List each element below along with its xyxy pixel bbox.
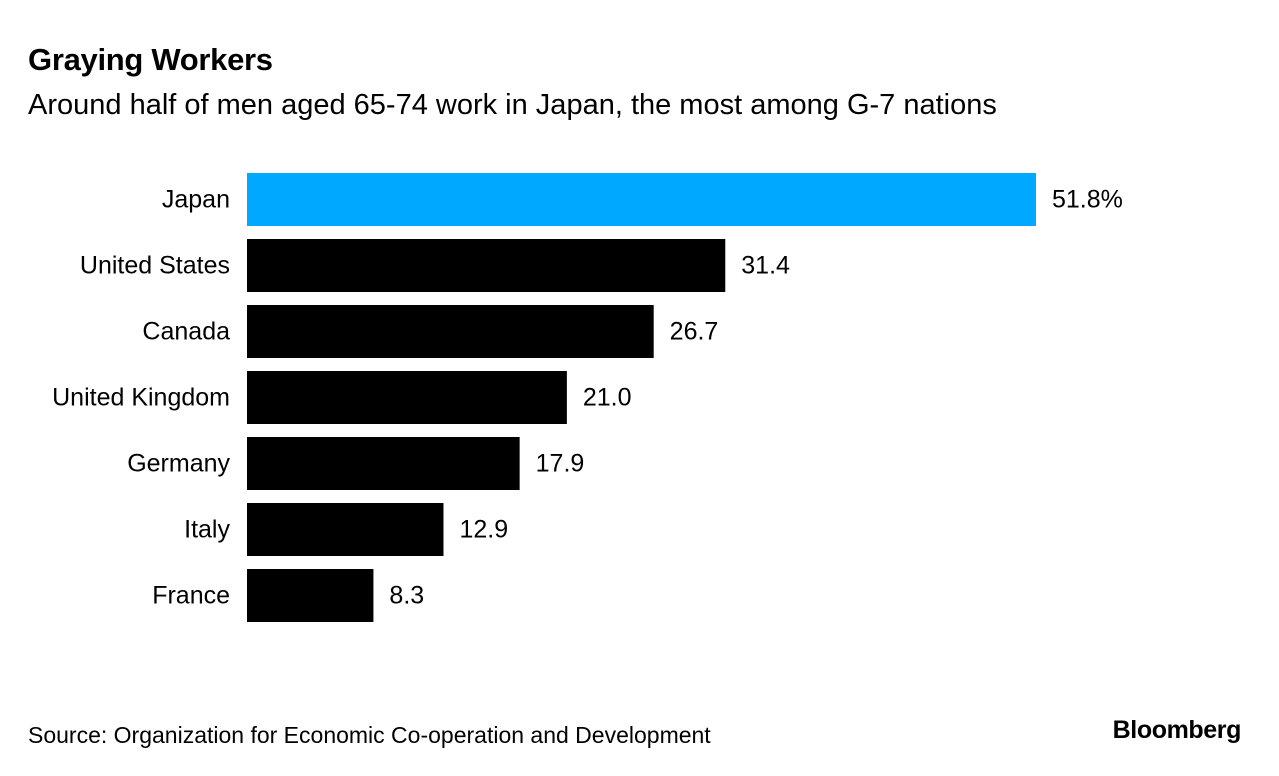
chart-title: Graying Workers <box>28 42 273 77</box>
category-label-japan: Japan <box>162 186 230 214</box>
bar-italy <box>247 503 444 556</box>
value-label-united-states: 31.4 <box>741 252 790 280</box>
category-label-italy: Italy <box>184 516 230 544</box>
bar-germany <box>247 437 520 490</box>
value-label-united-kingdom: 21.0 <box>583 384 632 412</box>
category-label-germany: Germany <box>127 450 230 478</box>
bar-japan <box>247 173 1036 226</box>
value-label-germany: 17.9 <box>536 450 585 478</box>
bar-united-kingdom <box>247 371 567 424</box>
category-label-united-kingdom: United Kingdom <box>52 384 230 412</box>
source-note: Source: Organization for Economic Co-ope… <box>28 722 711 748</box>
bar-canada <box>247 305 654 358</box>
bar-chart: Japan 51.8% United States 31.4 Canada 26.7 Uni… <box>52 173 1123 622</box>
value-label-japan: 51.8% <box>1052 186 1123 214</box>
category-label-united-states: United States <box>80 252 230 280</box>
bar-france <box>247 569 374 622</box>
value-label-italy: 12.9 <box>459 516 508 544</box>
value-label-canada: 26.7 <box>670 318 719 346</box>
category-label-france: France <box>152 582 230 610</box>
value-label-france: 8.3 <box>389 582 424 610</box>
bar-united-states <box>247 239 726 292</box>
bloomberg-logo: Bloomberg <box>1112 716 1242 744</box>
chart-subtitle: Around half of men aged 65-74 work in Ja… <box>28 89 997 121</box>
category-label-canada: Canada <box>142 318 230 346</box>
